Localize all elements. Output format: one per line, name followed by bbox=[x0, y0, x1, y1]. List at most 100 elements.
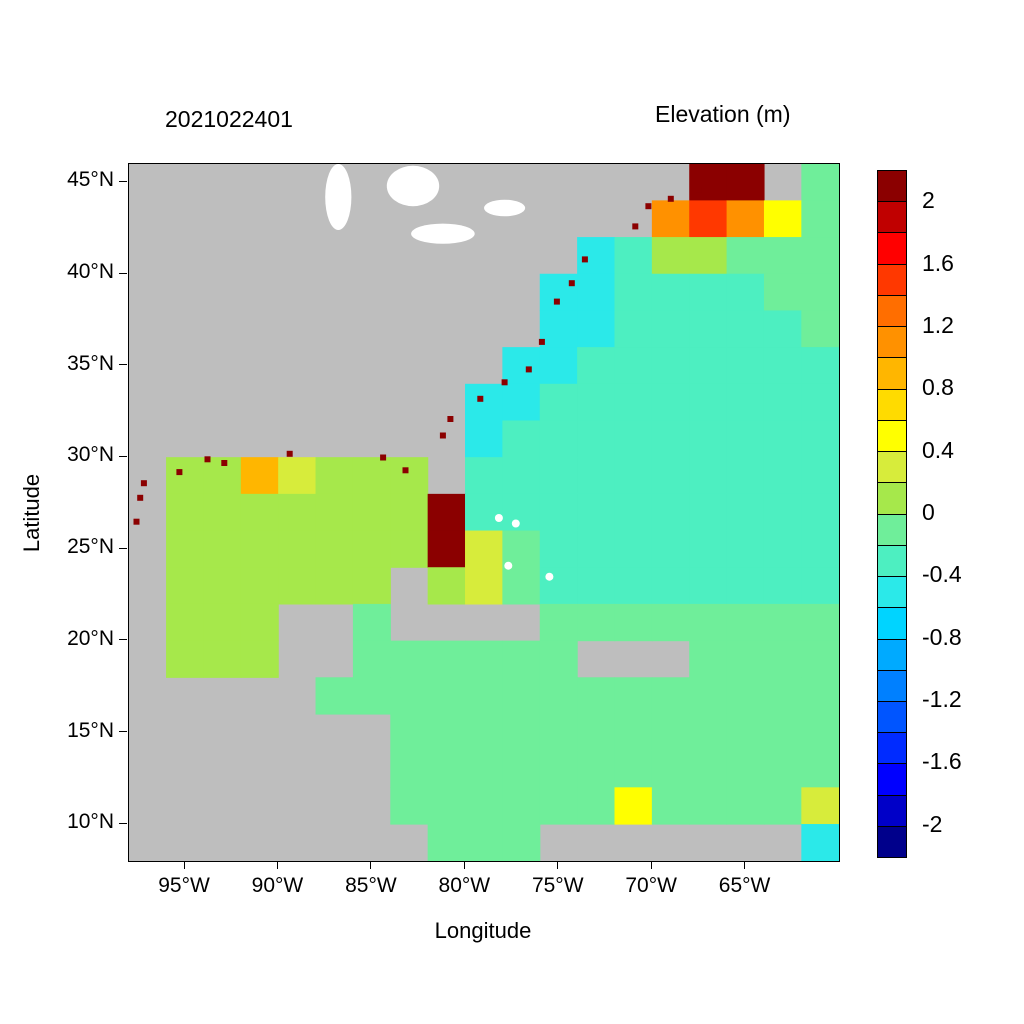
x-tick-label: 85°W bbox=[345, 874, 397, 897]
coastal-highwater-point bbox=[439, 432, 446, 439]
heatmap-cell bbox=[763, 493, 802, 532]
heatmap-cell bbox=[726, 530, 765, 568]
y-tick-mark bbox=[119, 180, 127, 182]
coastal-highwater-point bbox=[137, 494, 144, 501]
colorbar-band bbox=[878, 764, 906, 796]
heatmap-cell bbox=[726, 200, 765, 238]
coastal-highwater-point bbox=[380, 454, 387, 461]
heatmap-cell bbox=[763, 383, 802, 422]
x-tick-mark bbox=[183, 861, 185, 869]
y-axis-label: Latitude bbox=[19, 473, 44, 553]
heatmap-cell bbox=[390, 677, 429, 715]
heatmap-cell bbox=[502, 383, 541, 422]
heatmap-cell bbox=[614, 603, 653, 642]
heatmap-cell bbox=[390, 787, 429, 825]
colorbar-tick-label: -2 bbox=[922, 810, 943, 837]
colorbar-band bbox=[878, 577, 906, 609]
elevation-heatmap bbox=[133, 164, 839, 861]
heatmap-cell bbox=[352, 640, 391, 678]
heatmap-cell bbox=[689, 713, 728, 752]
coastal-highwater-point bbox=[632, 223, 639, 230]
heatmap-cell bbox=[689, 237, 728, 275]
heatmap-cell bbox=[801, 420, 839, 458]
heatmap-cell bbox=[278, 493, 317, 532]
heatmap-cell bbox=[315, 457, 354, 495]
heatmap-cell bbox=[502, 493, 541, 532]
coastal-highwater-point bbox=[221, 460, 228, 466]
heatmap-cell bbox=[726, 420, 765, 458]
heatmap-cell bbox=[726, 310, 765, 348]
heatmap-cell bbox=[465, 457, 503, 495]
heatmap-cell bbox=[801, 310, 839, 348]
x-tick-label: 75°W bbox=[531, 874, 584, 897]
heatmap-cell bbox=[801, 457, 839, 495]
y-tick-label: 35°N bbox=[67, 351, 114, 375]
heatmap-cell bbox=[614, 530, 653, 568]
heatmap-cell bbox=[240, 603, 279, 642]
heatmap-cell bbox=[539, 457, 578, 495]
colorbar-tick-label: 0.4 bbox=[922, 436, 954, 463]
heatmap-cell bbox=[651, 713, 690, 752]
heatmap-cell bbox=[502, 347, 541, 385]
heatmap-cell bbox=[465, 824, 503, 861]
x-tick-mark bbox=[370, 861, 372, 869]
heatmap-cell bbox=[651, 493, 690, 532]
colorbar-tick-label: -0.8 bbox=[922, 623, 962, 650]
heatmap-cell bbox=[689, 383, 728, 422]
heatmap-cell bbox=[651, 237, 690, 275]
heatmap-cell bbox=[801, 164, 839, 201]
heatmap-cell bbox=[801, 273, 839, 312]
heatmap-cell bbox=[651, 310, 690, 348]
heatmap-cell bbox=[651, 347, 690, 385]
heatmap-cell bbox=[651, 787, 690, 825]
heatmap-cell bbox=[539, 677, 578, 715]
heatmap-cell bbox=[763, 200, 802, 238]
coastal-highwater-point bbox=[538, 338, 545, 345]
y-tick-label: 10°N bbox=[67, 810, 114, 834]
heatmap-cell bbox=[502, 640, 541, 678]
heatmap-cell bbox=[465, 640, 503, 678]
y-tick-mark bbox=[119, 455, 127, 457]
heatmap-cell bbox=[689, 493, 728, 532]
heatmap-cell bbox=[315, 530, 354, 568]
heatmap-cell bbox=[651, 273, 690, 312]
heatmap-cell bbox=[614, 237, 653, 275]
heatmap-cell bbox=[726, 237, 765, 275]
heatmap-cell bbox=[315, 677, 354, 715]
heatmap-cell bbox=[539, 640, 578, 678]
heatmap-cell bbox=[651, 530, 690, 568]
heatmap-cell bbox=[614, 310, 653, 348]
colorbar-band bbox=[878, 452, 906, 484]
heatmap-cell bbox=[203, 567, 242, 605]
heatmap-cell bbox=[726, 640, 765, 678]
heatmap-cell bbox=[240, 640, 279, 678]
heatmap-cell bbox=[763, 237, 802, 275]
y-tick-label: 30°N bbox=[67, 443, 114, 467]
coastal-highwater-point bbox=[553, 298, 560, 305]
heatmap-cell bbox=[539, 787, 578, 825]
x-tick-mark bbox=[463, 861, 465, 869]
heatmap-cell bbox=[352, 493, 391, 532]
y-tick-label: 25°N bbox=[67, 535, 114, 559]
heatmap-cell bbox=[465, 677, 503, 715]
heatmap-cell bbox=[726, 383, 765, 422]
heatmap-cell bbox=[390, 457, 429, 495]
heatmap-cell bbox=[539, 383, 578, 422]
y-tick-mark bbox=[119, 272, 127, 274]
heatmap-cell bbox=[278, 457, 317, 495]
coastal-highwater-point bbox=[140, 480, 147, 487]
heatmap-cell bbox=[801, 567, 839, 605]
colorbar-band bbox=[878, 202, 906, 234]
heatmap-cell bbox=[390, 750, 429, 788]
heatmap-cell bbox=[240, 567, 279, 605]
heatmap-cell bbox=[539, 567, 578, 605]
heatmap-cell bbox=[390, 640, 429, 678]
heatmap-cell bbox=[502, 824, 541, 861]
heatmap-cell bbox=[352, 677, 391, 715]
heatmap-cell bbox=[763, 347, 802, 385]
heatmap-cell bbox=[763, 787, 802, 825]
heatmap-cell bbox=[203, 603, 242, 642]
heatmap-cell bbox=[763, 567, 802, 605]
coastal-highwater-point bbox=[581, 256, 588, 263]
heatmap-cell bbox=[689, 347, 728, 385]
